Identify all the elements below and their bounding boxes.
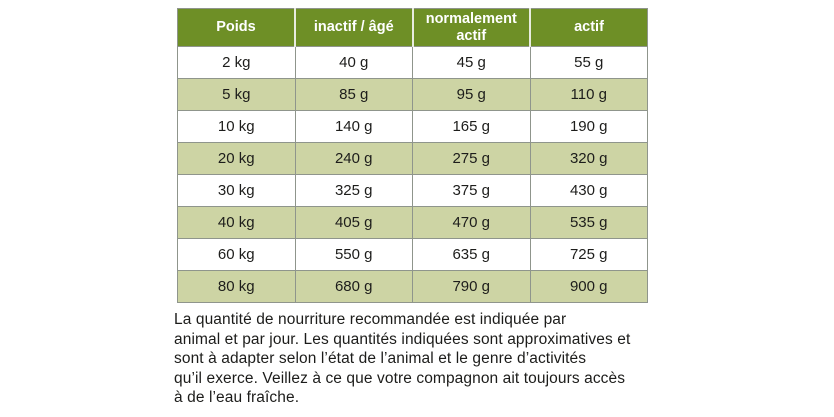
cell-poids: 10 kg <box>177 110 296 143</box>
table-row: 10 kg 140 g 165 g 190 g <box>177 110 648 143</box>
table-row: 5 kg 85 g 95 g 110 g <box>177 78 648 111</box>
header-cell-actif: actif <box>529 8 648 47</box>
cell-inactif: 405 g <box>294 206 413 239</box>
cell-poids: 60 kg <box>177 238 296 271</box>
header-cell-inactif-age: inactif / âgé <box>294 8 413 47</box>
cell-poids: 2 kg <box>177 46 296 79</box>
cell-normal: 635 g <box>412 238 531 271</box>
cell-poids: 30 kg <box>177 174 296 207</box>
cell-inactif: 325 g <box>294 174 413 207</box>
note-line: La quantité de nourriture recommandée es… <box>174 311 567 328</box>
cell-normal: 375 g <box>412 174 531 207</box>
cell-inactif: 680 g <box>294 270 413 303</box>
note-line: à de l’eau fraîche. <box>174 389 300 406</box>
note-line: qu’il exerce. Veillez à ce que votre com… <box>174 369 626 387</box>
table-row: 60 kg 550 g 635 g 725 g <box>177 238 648 271</box>
cell-inactif: 85 g <box>294 78 413 111</box>
cell-normal: 470 g <box>412 206 531 239</box>
cell-poids: 20 kg <box>177 142 296 175</box>
cell-actif: 900 g <box>529 270 648 303</box>
cell-inactif: 140 g <box>294 110 413 143</box>
cell-actif: 320 g <box>529 142 648 175</box>
table-row: 20 kg 240 g 275 g 320 g <box>177 142 648 175</box>
header-cell-poids: Poids <box>177 8 296 47</box>
cell-inactif: 240 g <box>294 142 413 175</box>
table-header: Poids inactif / âgé normalement actif ac… <box>177 8 648 47</box>
note-line: animal et par jour. Les quantités indiqu… <box>174 330 631 348</box>
note-line: sont à adapter selon l’état de l’animal … <box>174 350 587 367</box>
cell-poids: 80 kg <box>177 270 296 303</box>
cell-actif: 190 g <box>529 110 648 143</box>
cell-inactif: 40 g <box>294 46 413 79</box>
cell-actif: 110 g <box>529 78 648 111</box>
table-row: 30 kg 325 g 375 g 430 g <box>177 174 648 207</box>
table-row: 40 kg 405 g 470 g 535 g <box>177 206 648 239</box>
table-row: 80 kg 680 g 790 g 900 g <box>177 270 648 303</box>
header-cell-normalement-actif: normalement actif <box>411 8 531 47</box>
cell-inactif: 550 g <box>294 238 413 271</box>
cell-poids: 40 kg <box>177 206 296 239</box>
cell-actif: 725 g <box>529 238 648 271</box>
cell-actif: 55 g <box>529 46 648 79</box>
table-row: 2 kg 40 g 45 g 55 g <box>177 46 648 79</box>
feeding-guide-table: Poids inactif / âgé normalement actif ac… <box>177 8 648 303</box>
cell-poids: 5 kg <box>177 78 296 111</box>
cell-actif: 535 g <box>529 206 648 239</box>
cell-normal: 45 g <box>412 46 531 79</box>
cell-normal: 790 g <box>412 270 531 303</box>
feeding-note: La quantité de nourriture recommandée es… <box>174 310 664 408</box>
cell-normal: 165 g <box>412 110 531 143</box>
cell-normal: 95 g <box>412 78 531 111</box>
cell-actif: 430 g <box>529 174 648 207</box>
header-row: Poids inactif / âgé normalement actif ac… <box>177 8 648 47</box>
cell-normal: 275 g <box>412 142 531 175</box>
